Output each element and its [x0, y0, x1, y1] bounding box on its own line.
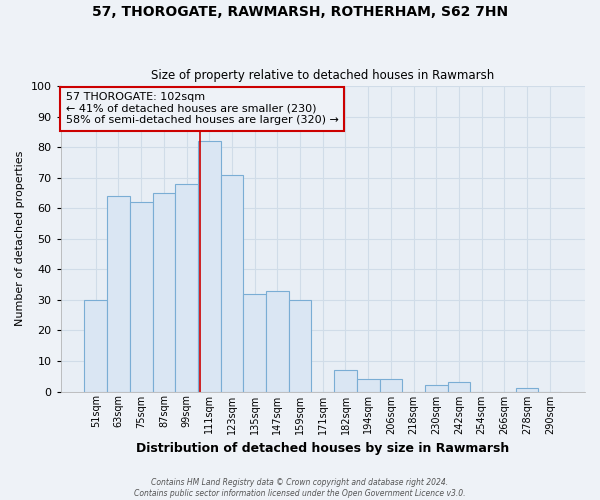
- Bar: [85, 300, 107, 392]
- Bar: [357, 380, 380, 392]
- Bar: [380, 380, 402, 392]
- X-axis label: Distribution of detached houses by size in Rawmarsh: Distribution of detached houses by size …: [136, 442, 509, 455]
- Bar: [130, 202, 152, 392]
- Bar: [289, 300, 311, 392]
- Bar: [425, 386, 448, 392]
- Bar: [334, 370, 357, 392]
- Text: Contains HM Land Registry data © Crown copyright and database right 2024.
Contai: Contains HM Land Registry data © Crown c…: [134, 478, 466, 498]
- Bar: [107, 196, 130, 392]
- Bar: [198, 141, 221, 392]
- Bar: [266, 290, 289, 392]
- Bar: [152, 193, 175, 392]
- Bar: [175, 184, 198, 392]
- Bar: [516, 388, 538, 392]
- Y-axis label: Number of detached properties: Number of detached properties: [15, 151, 25, 326]
- Bar: [244, 294, 266, 392]
- Title: Size of property relative to detached houses in Rawmarsh: Size of property relative to detached ho…: [151, 69, 494, 82]
- Bar: [221, 174, 244, 392]
- Text: 57, THOROGATE, RAWMARSH, ROTHERHAM, S62 7HN: 57, THOROGATE, RAWMARSH, ROTHERHAM, S62 …: [92, 5, 508, 19]
- Bar: [448, 382, 470, 392]
- Text: 57 THOROGATE: 102sqm
← 41% of detached houses are smaller (230)
58% of semi-deta: 57 THOROGATE: 102sqm ← 41% of detached h…: [66, 92, 339, 126]
